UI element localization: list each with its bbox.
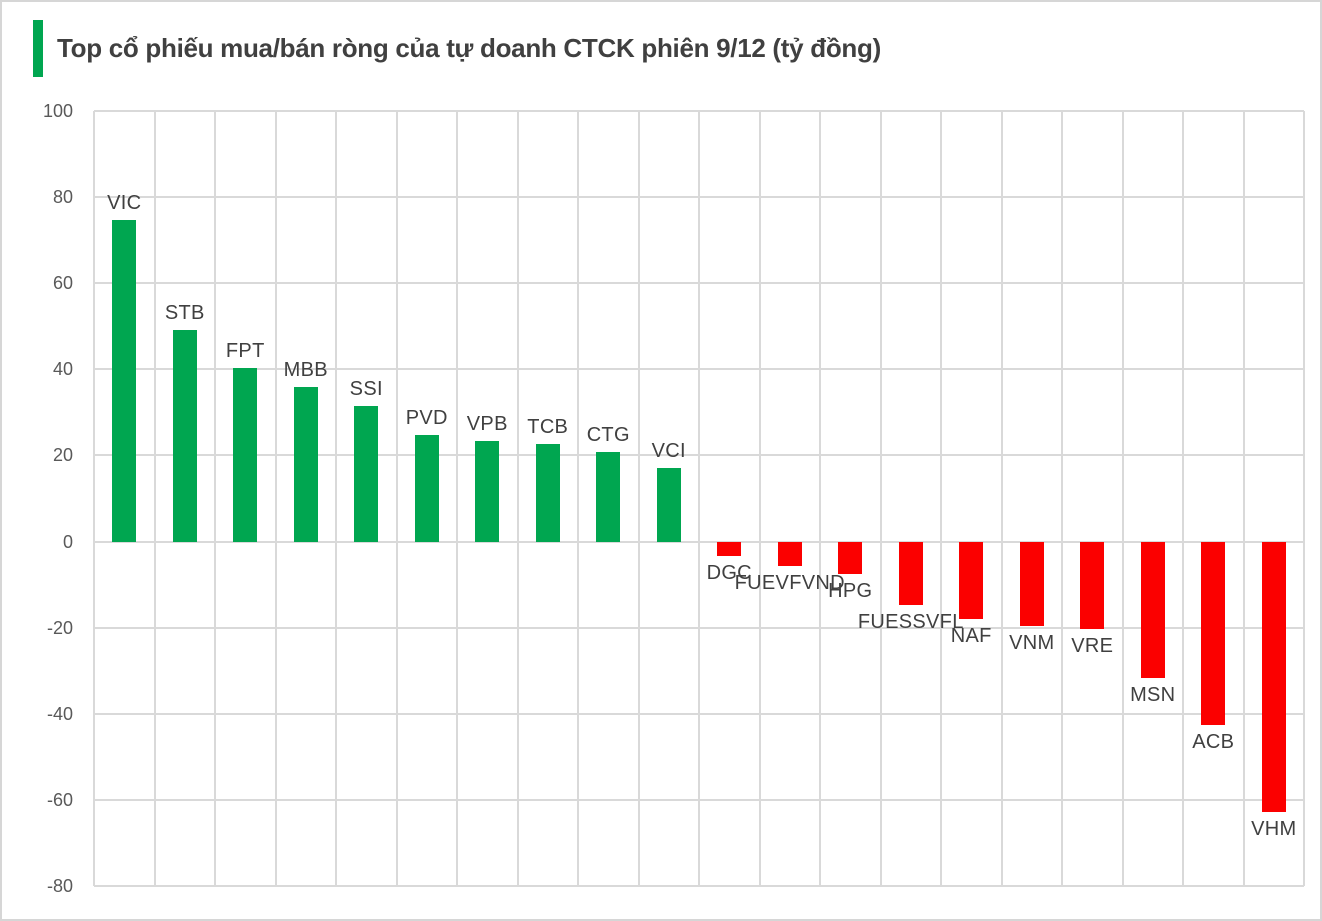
bar-vic: [112, 220, 137, 542]
chart-title: Top cổ phiếu mua/bán ròng của tự doanh C…: [57, 33, 881, 63]
bar-fuevfvnd: [777, 541, 802, 567]
bar-label-pvd: PVD: [405, 406, 448, 429]
bar-acb: [1201, 541, 1226, 726]
y-axis-tick-label: 20: [52, 445, 73, 466]
bar-label-vnm: VNM: [1009, 632, 1055, 655]
gridline-vertical: [1121, 111, 1124, 886]
bar-vnm: [1019, 541, 1044, 627]
bar-mbb: [293, 386, 318, 542]
bar-vre: [1080, 541, 1105, 629]
bar-label-vpb: VPB: [466, 413, 508, 436]
chart-header: Top cổ phiếu mua/bán ròng của tự doanh C…: [33, 20, 881, 77]
gridline-vertical: [1061, 111, 1063, 886]
bar-label-ctg: CTG: [586, 424, 630, 446]
bar-naf: [959, 541, 984, 619]
bar-label-dgc: DGC: [706, 561, 752, 584]
y-axis-tick-label: 60: [52, 273, 73, 294]
gridline-vertical: [577, 111, 579, 886]
gridline-vertical: [758, 111, 761, 886]
bar-label-tcb: TCB: [527, 415, 569, 438]
gridline-vertical: [637, 111, 640, 886]
bar-msn: [1140, 541, 1165, 679]
gridline-vertical: [516, 111, 519, 886]
bar-label-vci: VCI: [651, 439, 686, 462]
y-axis-tick-label: -20: [46, 617, 73, 638]
gridline-vertical: [1182, 111, 1184, 886]
bar-label-hpg: HPG: [828, 579, 873, 602]
bar-label-stb: STB: [164, 302, 205, 325]
bar-label-mbb: MBB: [283, 358, 328, 381]
bar-label-ssi: SSI: [349, 377, 383, 400]
bar-vci: [656, 467, 681, 542]
bar-ctg: [596, 452, 621, 542]
gridline-vertical: [395, 111, 398, 886]
bar-label-naf: NAF: [950, 624, 992, 647]
gridline-vertical: [940, 111, 942, 886]
gridline-vertical: [819, 111, 821, 886]
bar-label-vhm: VHM: [1251, 817, 1297, 840]
gridline-vertical: [456, 111, 458, 886]
gridline-vertical: [1242, 111, 1245, 886]
gridline-vertical: [1303, 111, 1305, 886]
y-axis-tick-label: -40: [46, 703, 73, 724]
title-accent-bar: [33, 20, 43, 77]
gridline-vertical: [1000, 111, 1003, 886]
bar-label-fuevfvnd: FUEVFVND: [734, 572, 845, 595]
gridline-vertical: [698, 111, 700, 886]
y-axis-tick-label: 40: [52, 359, 73, 380]
y-axis-tick-label: 0: [62, 531, 73, 552]
bar-stb: [172, 330, 197, 542]
bar-vhm: [1261, 541, 1286, 812]
bar-label-fuessvfl: FUESSVFL: [857, 610, 964, 633]
gridline-horizontal: [94, 885, 1304, 887]
gridline-vertical: [879, 111, 882, 886]
bar-fuessvfl: [898, 541, 923, 605]
bar-label-fpt: FPT: [225, 340, 265, 363]
y-axis-tick-label: -80: [46, 876, 73, 896]
bar-ssi: [354, 405, 379, 542]
bar-dgc: [717, 541, 742, 556]
bar-vpb: [475, 441, 500, 542]
bar-pvd: [414, 434, 439, 542]
gridline-vertical: [153, 111, 156, 886]
gridline-vertical: [274, 111, 277, 886]
bar-hpg: [838, 541, 863, 574]
bar-label-acb: ACB: [1192, 731, 1235, 754]
y-axis-tick-label: 100: [42, 101, 73, 121]
gridline-vertical: [335, 111, 337, 886]
bar-label-vic: VIC: [107, 192, 142, 215]
gridline-vertical: [93, 111, 95, 886]
bar-label-vre: VRE: [1071, 634, 1114, 657]
y-axis-tick-label: 80: [52, 187, 73, 208]
gridline-vertical: [214, 111, 216, 886]
bar-tcb: [535, 443, 560, 542]
y-axis-tick-label: -60: [46, 789, 73, 810]
bar-label-msn: MSN: [1130, 684, 1176, 707]
bar-fpt: [233, 368, 258, 542]
